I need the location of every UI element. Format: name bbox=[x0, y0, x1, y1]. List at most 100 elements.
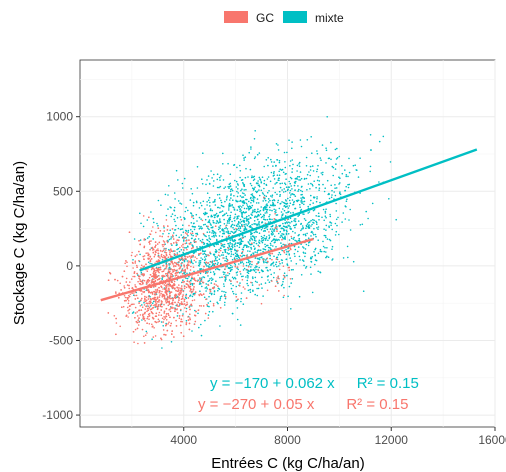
data-point-mixte bbox=[258, 221, 260, 223]
data-point-mixte bbox=[244, 225, 246, 227]
data-point-mixte bbox=[216, 206, 219, 209]
data-point-gc bbox=[168, 301, 170, 304]
data-point-mixte bbox=[298, 163, 300, 165]
data-point-mixte bbox=[269, 195, 272, 197]
data-point-mixte bbox=[252, 235, 255, 238]
data-point-gc bbox=[170, 281, 173, 283]
data-point-mixte bbox=[204, 319, 206, 322]
data-point-gc bbox=[195, 310, 197, 313]
data-point-gc bbox=[152, 248, 155, 251]
data-point-mixte bbox=[209, 292, 211, 295]
data-point-mixte bbox=[270, 273, 273, 276]
data-point-gc bbox=[136, 254, 138, 256]
data-point-mixte bbox=[301, 202, 303, 205]
data-point-gc bbox=[139, 305, 142, 307]
data-point-mixte bbox=[153, 221, 155, 224]
data-point-gc bbox=[238, 285, 241, 287]
data-point-gc bbox=[155, 269, 158, 272]
data-point-gc bbox=[165, 285, 167, 287]
data-point-gc bbox=[183, 264, 185, 267]
data-point-mixte bbox=[265, 226, 267, 228]
data-point-mixte bbox=[234, 264, 237, 266]
data-point-gc bbox=[126, 306, 129, 309]
data-point-gc bbox=[178, 299, 180, 301]
data-point-gc bbox=[126, 284, 129, 286]
data-point-gc bbox=[201, 241, 203, 244]
data-point-mixte bbox=[173, 209, 175, 211]
data-point-mixte bbox=[190, 261, 193, 264]
data-point-gc bbox=[189, 282, 192, 285]
data-point-mixte bbox=[331, 228, 334, 231]
data-point-gc bbox=[125, 314, 128, 317]
data-point-mixte bbox=[272, 262, 274, 265]
data-point-mixte bbox=[219, 179, 221, 181]
data-point-mixte bbox=[207, 175, 210, 177]
data-point-gc bbox=[148, 280, 151, 282]
data-point-mixte bbox=[269, 218, 272, 221]
data-point-gc bbox=[153, 304, 155, 307]
data-point-gc bbox=[119, 282, 121, 285]
data-point-mixte bbox=[236, 253, 238, 256]
data-point-mixte bbox=[310, 182, 312, 185]
data-point-mixte bbox=[185, 236, 187, 239]
data-point-gc bbox=[177, 239, 180, 242]
data-point-mixte bbox=[348, 171, 351, 174]
grid-lines bbox=[80, 60, 496, 427]
data-point-gc bbox=[173, 280, 176, 283]
data-point-mixte bbox=[176, 252, 179, 254]
data-point-gc bbox=[228, 234, 230, 237]
data-point-mixte bbox=[264, 230, 267, 232]
data-point-gc bbox=[209, 290, 212, 293]
data-point-gc bbox=[288, 249, 291, 252]
data-point-gc bbox=[176, 303, 178, 306]
data-point-mixte bbox=[271, 230, 273, 232]
data-point-mixte bbox=[346, 245, 349, 248]
data-point-mixte bbox=[201, 285, 203, 288]
data-point-mixte bbox=[245, 198, 247, 201]
data-point-gc bbox=[180, 318, 183, 321]
data-point-mixte bbox=[276, 159, 278, 161]
data-point-gc bbox=[148, 241, 150, 243]
data-point-mixte bbox=[316, 168, 319, 171]
data-point-mixte bbox=[223, 218, 225, 221]
data-point-mixte bbox=[181, 182, 184, 185]
data-point-gc bbox=[190, 256, 193, 259]
data-point-gc bbox=[187, 284, 190, 287]
data-point-mixte bbox=[225, 291, 227, 294]
data-point-mixte bbox=[255, 191, 258, 194]
data-point-mixte bbox=[258, 239, 261, 242]
data-point-mixte bbox=[160, 204, 162, 206]
data-point-mixte bbox=[279, 195, 281, 197]
data-point-mixte bbox=[238, 229, 240, 231]
data-point-gc bbox=[184, 232, 187, 234]
data-point-mixte bbox=[240, 189, 242, 192]
data-point-mixte bbox=[209, 208, 212, 210]
data-point-mixte bbox=[287, 197, 289, 200]
data-point-gc bbox=[141, 273, 143, 276]
data-point-mixte bbox=[317, 176, 320, 178]
data-point-mixte bbox=[192, 201, 195, 204]
data-point-gc bbox=[166, 241, 169, 244]
data-point-gc bbox=[168, 268, 170, 271]
data-point-mixte bbox=[308, 211, 311, 213]
data-point-mixte bbox=[290, 237, 293, 240]
data-point-gc bbox=[153, 278, 155, 281]
data-point-mixte bbox=[276, 258, 279, 261]
data-point-gc bbox=[168, 309, 170, 311]
data-point-mixte bbox=[296, 164, 299, 167]
data-point-gc bbox=[227, 247, 230, 249]
data-point-gc bbox=[222, 257, 224, 259]
data-point-mixte bbox=[219, 224, 222, 227]
data-point-mixte bbox=[378, 181, 380, 183]
data-point-mixte bbox=[252, 277, 254, 280]
data-point-mixte bbox=[243, 157, 245, 159]
data-point-mixte bbox=[231, 231, 234, 233]
data-point-gc bbox=[172, 269, 174, 271]
data-point-mixte bbox=[288, 221, 290, 223]
data-point-gc bbox=[276, 281, 279, 284]
data-point-mixte bbox=[322, 240, 324, 243]
data-point-mixte bbox=[288, 180, 291, 183]
data-point-gc bbox=[153, 327, 155, 329]
data-point-mixte bbox=[325, 208, 327, 210]
data-point-mixte bbox=[289, 225, 291, 228]
